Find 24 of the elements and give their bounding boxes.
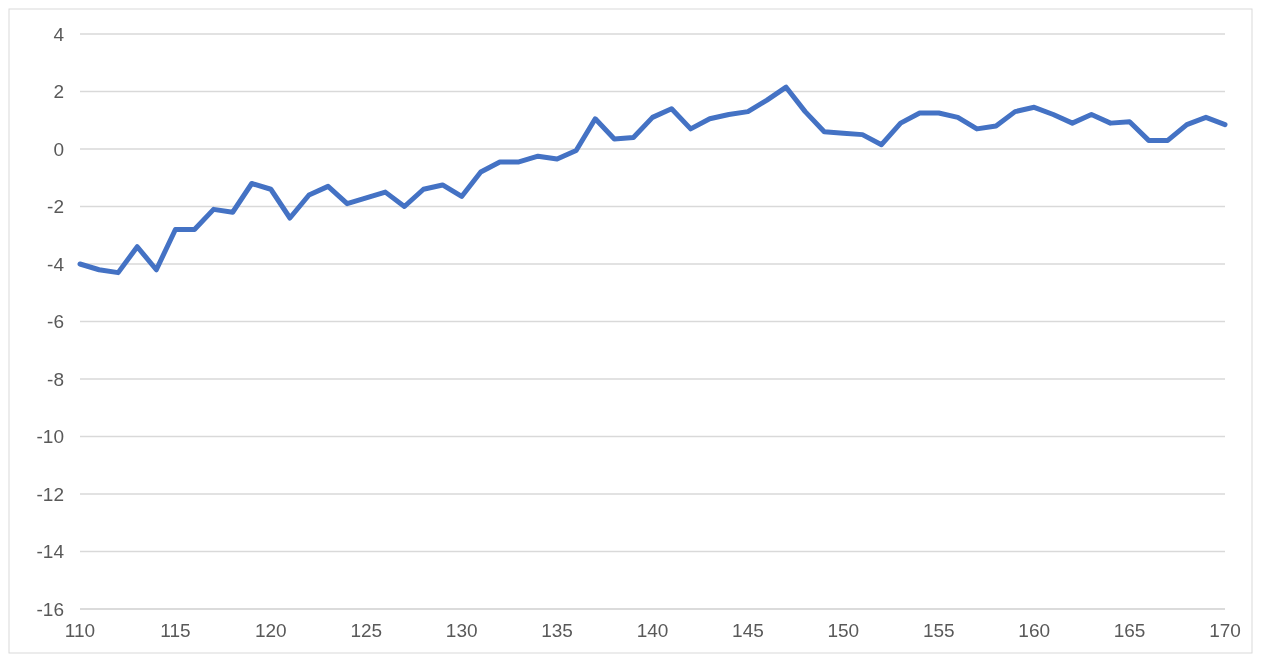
- y-tick-label: -4: [47, 253, 65, 275]
- y-tick-label: -14: [36, 541, 65, 563]
- x-tick-label: 155: [922, 620, 955, 641]
- y-tick-label: -12: [36, 483, 64, 505]
- y-tick-label: 4: [53, 23, 65, 45]
- y-tick-label: 0: [53, 138, 64, 160]
- y-tick-label: -6: [47, 311, 64, 333]
- x-tick-label: 165: [1113, 620, 1146, 641]
- y-tick-label: -16: [36, 598, 64, 620]
- x-tick-label: 135: [541, 620, 573, 641]
- x-tick-label: 140: [636, 620, 669, 641]
- x-tick-label: 125: [350, 620, 383, 641]
- x-tick-label: 160: [1018, 620, 1051, 641]
- y-tick-label: -8: [47, 368, 64, 390]
- x-tick-label: 110: [64, 620, 96, 641]
- x-tick-label: 150: [827, 620, 860, 641]
- x-tick-label: 145: [732, 620, 764, 641]
- x-tick-label: 170: [1209, 620, 1241, 641]
- x-tick-label: 130: [445, 620, 478, 641]
- y-tick-label: 2: [53, 81, 64, 103]
- y-tick-label: -2: [47, 196, 64, 218]
- x-tick-label: 115: [160, 620, 191, 641]
- y-tick-label: -10: [36, 426, 64, 448]
- x-tick-label: 120: [254, 620, 287, 641]
